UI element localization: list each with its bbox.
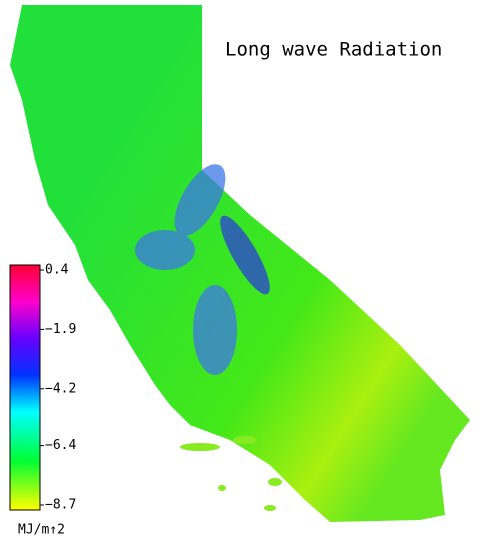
tick-label: −8.7 xyxy=(45,498,76,513)
colorbar-unit: MJ/m↑2 xyxy=(18,523,65,538)
islands xyxy=(180,436,282,511)
valley-shading xyxy=(135,164,270,375)
colorbar-ticks: 0.4 −1.9 −4.2 −6.4 −8.7 xyxy=(40,263,76,513)
tick-label: −6.4 xyxy=(45,438,76,453)
map-title: Long wave Radiation xyxy=(225,39,442,61)
colorbar xyxy=(9,264,41,511)
tick-label: 0.4 xyxy=(45,263,69,278)
tick-label: −1.9 xyxy=(45,322,76,337)
tick-label: −4.2 xyxy=(45,381,76,396)
